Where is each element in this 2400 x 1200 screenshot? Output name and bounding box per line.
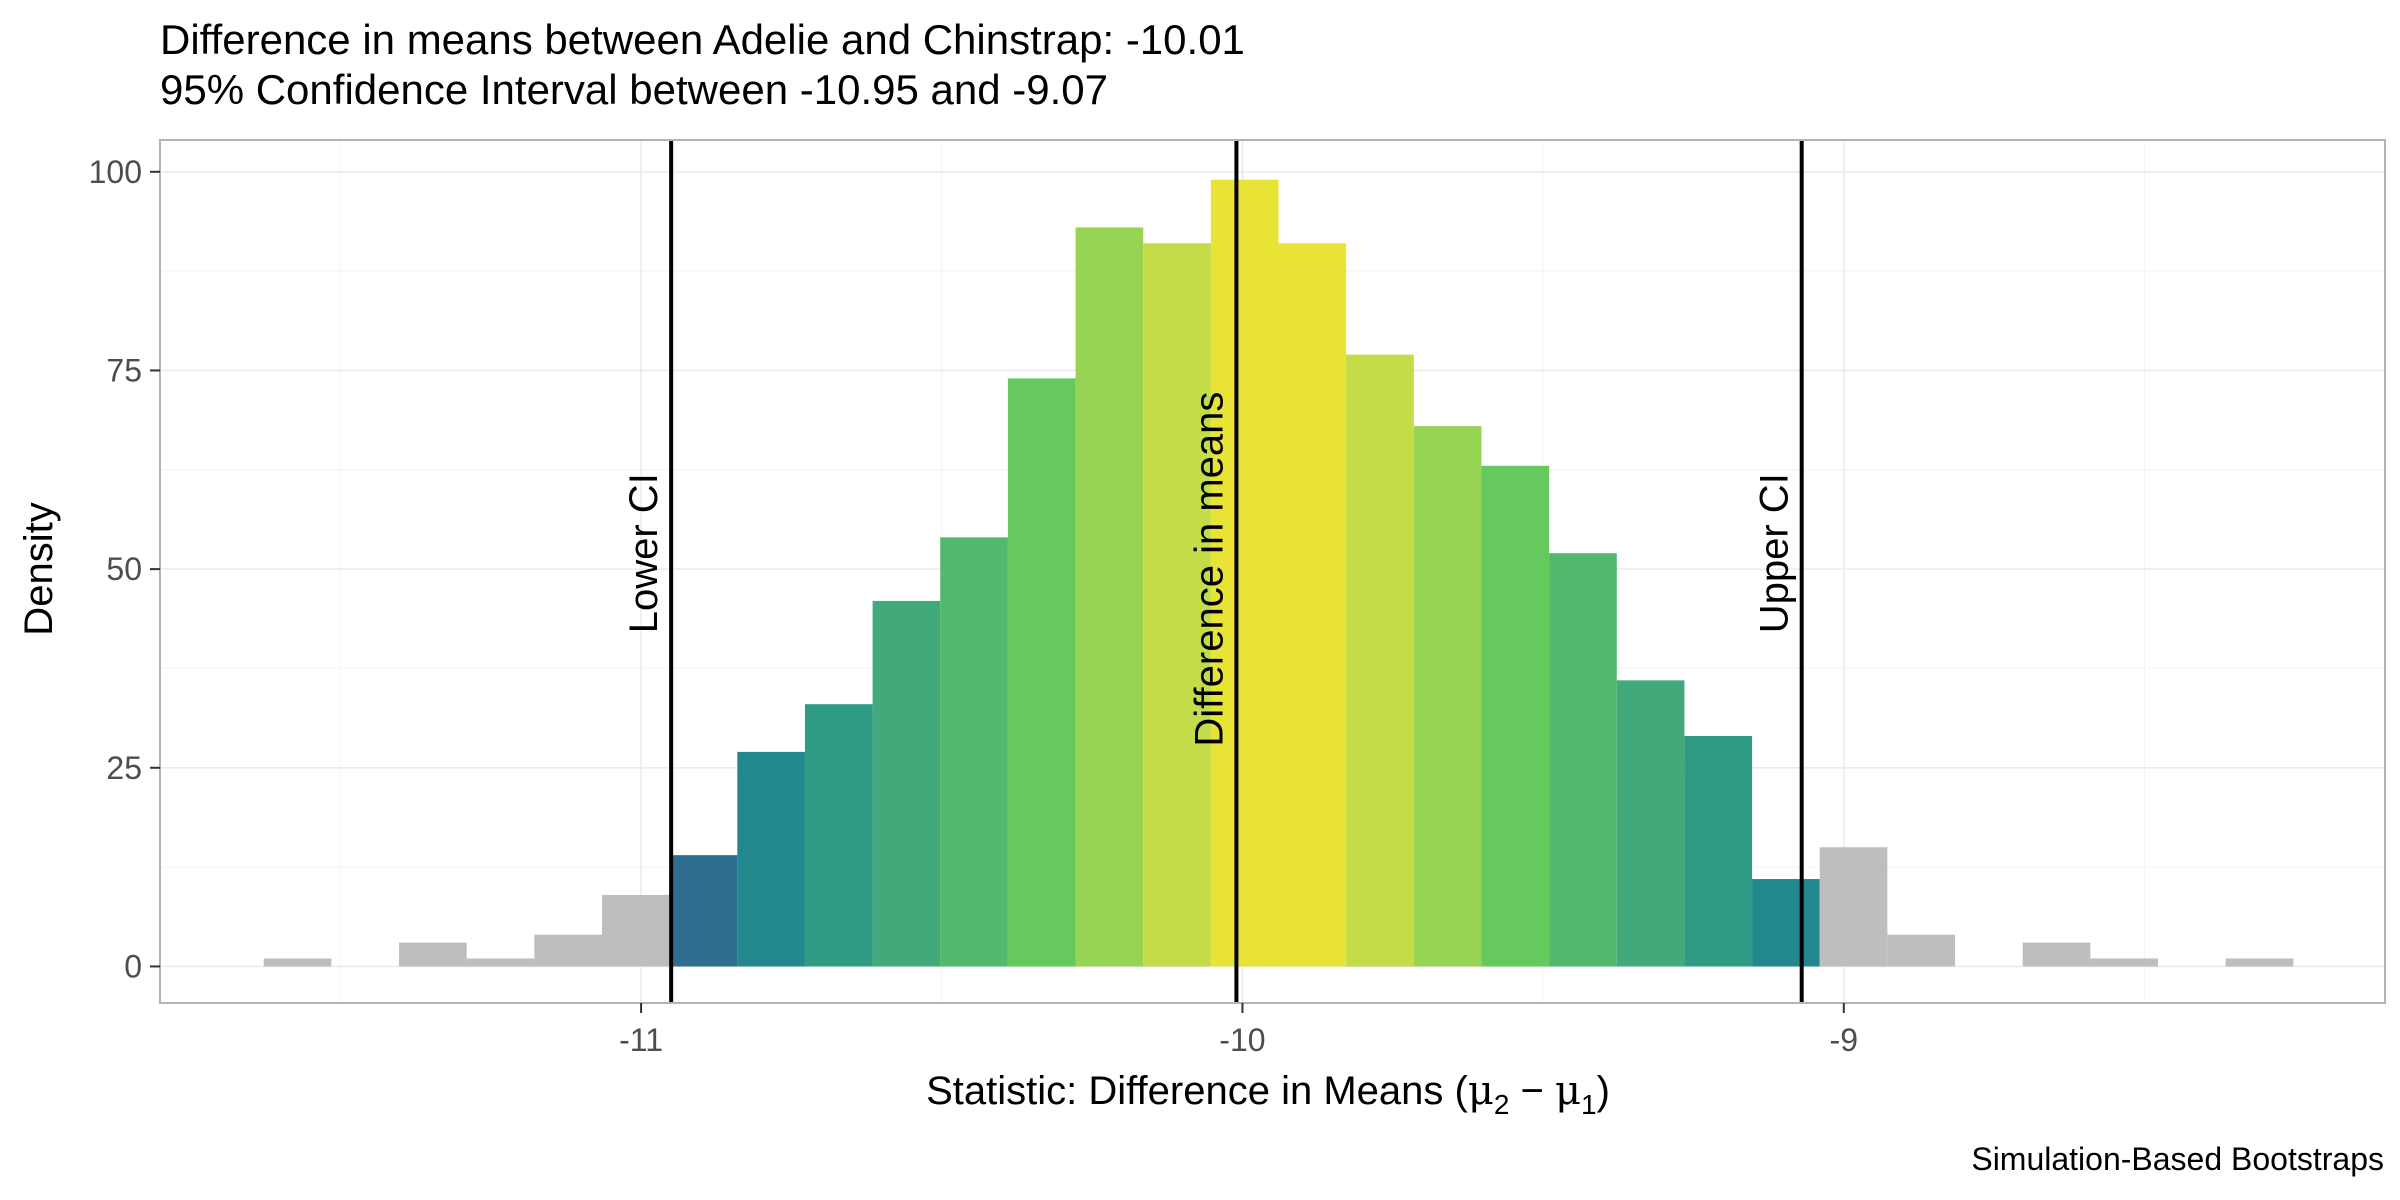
histogram-bar <box>1210 179 1279 967</box>
y-tick-label: 75 <box>106 352 142 388</box>
vline-label: Lower CI <box>622 473 666 633</box>
histogram-bar <box>263 958 332 967</box>
histogram-bar <box>601 894 670 967</box>
x-tick-label: -10 <box>1219 1022 1265 1058</box>
y-tick-label: 50 <box>106 551 142 587</box>
histogram-bar <box>2022 942 2091 967</box>
histogram-bar <box>1143 243 1211 967</box>
x-axis-title-sub2: 2 <box>1494 1089 1510 1120</box>
chart-subtitle: 95% Confidence Interval between -10.95 a… <box>160 66 1108 113</box>
histogram-bar <box>2225 958 2294 967</box>
x-axis-title-mu1: μ <box>1555 1068 1581 1114</box>
panel-border <box>159 139 2386 1004</box>
axis-ticks: -11 -10 -9 0 25 50 75 100 <box>89 154 1858 1058</box>
histogram-bar <box>1549 553 1617 967</box>
histogram-bar <box>1887 934 1956 967</box>
histogram-bar <box>1346 354 1414 967</box>
vline-label: Upper CI <box>1753 473 1797 633</box>
vline-label: Difference in means <box>1187 392 1231 747</box>
histogram-bar <box>872 600 941 967</box>
x-axis-title-mu2: μ <box>1468 1068 1494 1114</box>
x-axis-title-minus: − <box>1509 1069 1555 1113</box>
histogram-bar <box>1075 227 1144 967</box>
x-axis-title-close: ) <box>1597 1069 1610 1113</box>
histogram-bar <box>2090 958 2158 967</box>
reference-lines: Lower CI Difference in means Upper CI <box>622 140 1804 1003</box>
histogram-bar <box>940 537 1008 967</box>
histogram-bar <box>737 751 805 967</box>
chart-title: Difference in means between Adelie and C… <box>160 16 1245 63</box>
y-tick-label: 25 <box>106 750 142 786</box>
title-block: Difference in means between Adelie and C… <box>160 16 1245 113</box>
histogram-bar <box>1007 378 1076 967</box>
histogram-bar-ci-edge <box>671 855 738 967</box>
y-tick-label: 0 <box>124 948 142 984</box>
x-tick-label: -11 <box>619 1022 663 1058</box>
y-axis-title: Density <box>17 502 61 635</box>
histogram-bar <box>1481 465 1550 967</box>
histogram-bar <box>1278 243 1347 967</box>
y-tick-label: 100 <box>89 154 142 190</box>
x-tick-label: -9 <box>1830 1022 1858 1058</box>
histogram-bar <box>1413 426 1482 967</box>
histogram-bar <box>1616 680 1685 967</box>
histogram-bar <box>534 934 602 967</box>
x-axis-title-main: Statistic: Difference in Means ( <box>926 1069 1468 1113</box>
histogram-bar <box>1684 735 1753 967</box>
histogram-bar <box>466 958 535 967</box>
histogram-bar <box>1752 879 1820 967</box>
x-axis-title-sub1: 1 <box>1581 1089 1597 1120</box>
chart-caption: Simulation-Based Bootstraps <box>1971 1141 2384 1177</box>
histogram-bars <box>263 179 2294 967</box>
histogram-bar <box>1819 847 1888 967</box>
histogram-bar <box>804 704 873 967</box>
x-axis-title: Statistic: Difference in Means (μ2 − μ1) <box>926 1068 1610 1120</box>
histogram-bar <box>399 942 467 967</box>
